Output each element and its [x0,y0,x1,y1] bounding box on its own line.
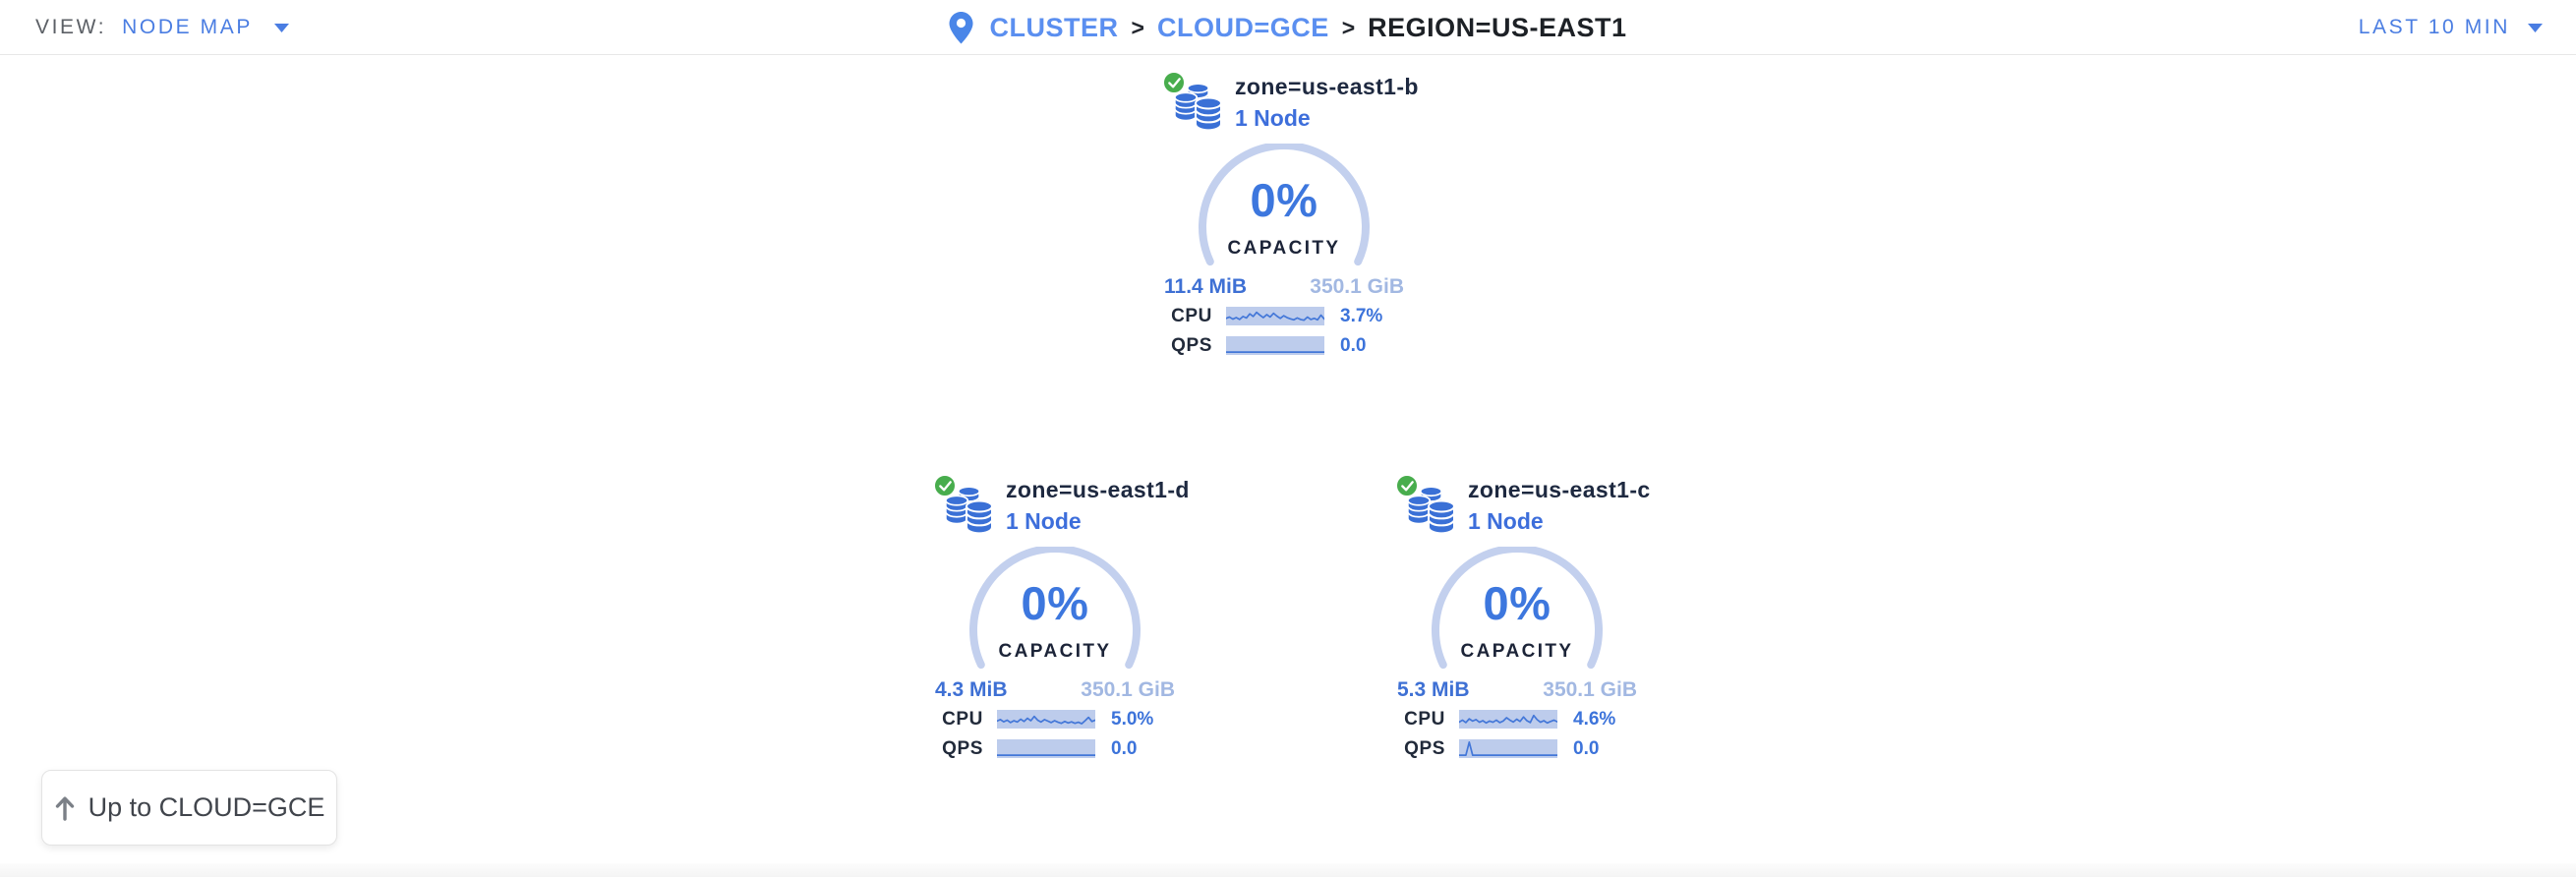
capacity-values: 11.4 MiB 350.1 GiB [1164,275,1404,299]
capacity-label: CAPACITY [1460,641,1574,662]
cpu-sparkline [1459,710,1557,729]
cpu-metric-row: CPU 3.7% [1117,305,1451,326]
qps-metric-row: QPS 0.0 [888,737,1222,759]
capacity-used: 5.3 MiB [1397,678,1470,701]
zone-name[interactable]: zone=us-east1-d [1006,476,1190,502]
breadcrumb-separator: > [1131,14,1144,40]
zone-icon [1162,71,1225,132]
zone-titles: zone=us-east1-b 1 Node [1235,74,1419,132]
zone-card-header: zone=us-east1-b 1 Node [1162,61,1451,144]
capacity-label: CAPACITY [998,641,1112,662]
cpu-label: CPU [1404,708,1445,730]
breadcrumb-region-current: REGION=US-EAST1 [1368,12,1627,42]
qps-sparkline [997,739,1095,758]
time-range-value: LAST 10 MIN [2358,16,2510,38]
cpu-metric-row: CPU 5.0% [888,708,1222,730]
zone-icon [933,474,996,535]
qps-label: QPS [1171,334,1212,356]
breadcrumb-separator: > [1341,14,1356,40]
qps-value: 0.0 [1573,737,1600,759]
capacity-label: CAPACITY [1227,238,1341,259]
zone-card-header: zone=us-east1-c 1 Node [1395,464,1684,547]
chevron-down-icon [273,23,289,32]
capacity-total: 350.1 GiB [1543,678,1637,701]
zone-node-count[interactable]: 1 Node [1468,507,1544,534]
cpu-value: 4.6% [1573,708,1616,730]
capacity-gauge: 0% CAPACITY [1424,547,1610,674]
zone-node-count[interactable]: 1 Node [1235,104,1311,131]
arrow-up-icon [55,796,74,821]
capacity-total: 350.1 GiB [1310,275,1404,298]
breadcrumb-cloud-link[interactable]: CLOUD=GCE [1156,12,1329,42]
capacity-percent: 0% [1250,174,1318,226]
cpu-metric-row: CPU 4.6% [1350,708,1684,730]
cpu-value: 3.7% [1340,305,1383,326]
zone-node-count[interactable]: 1 Node [1006,507,1082,534]
capacity-total: 350.1 GiB [1081,678,1175,701]
qps-sparkline [1459,739,1557,758]
capacity-values: 5.3 MiB 350.1 GiB [1397,678,1637,702]
capacity-gauge: 0% CAPACITY [962,547,1148,674]
capacity-ring-icon [1199,144,1370,266]
capacity-used: 11.4 MiB [1164,275,1248,298]
qps-value: 0.0 [1340,334,1367,356]
zone-card-us-east1-c[interactable]: zone=us-east1-c 1 Node 0% CAPACITY 5.3 M… [1350,464,1684,759]
cpu-label: CPU [942,708,983,730]
view-label: VIEW: [35,16,107,38]
capacity-gauge: 0% CAPACITY [1191,144,1377,271]
zone-icon [1395,474,1458,535]
up-button-label: Up to CLOUD=GCE [88,792,325,822]
breadcrumb-cluster-link[interactable]: CLUSTER [989,12,1119,42]
qps-sparkline [1226,336,1324,355]
cpu-sparkline [1226,307,1324,325]
view-value[interactable]: NODE MAP [122,16,253,38]
cpu-label: CPU [1171,305,1212,326]
capacity-used: 4.3 MiB [935,678,1008,701]
zone-name[interactable]: zone=us-east1-c [1468,476,1651,502]
view-selector-dropdown[interactable]: VIEW: NODE MAP [35,0,289,55]
zone-card-header: zone=us-east1-d 1 Node [933,464,1222,547]
healthy-check-icon [1162,71,1186,94]
qps-label: QPS [942,737,983,759]
capacity-values: 4.3 MiB 350.1 GiB [935,678,1175,702]
capacity-ring-icon [969,547,1141,670]
zone-titles: zone=us-east1-c 1 Node [1468,477,1651,535]
breadcrumb: CLUSTER > CLOUD=GCE > REGION=US-EAST1 [949,0,1627,55]
up-to-parent-button[interactable]: Up to CLOUD=GCE [41,770,337,846]
qps-metric-row: QPS 0.0 [1117,334,1451,356]
healthy-check-icon [1395,474,1419,497]
zone-titles: zone=us-east1-d 1 Node [1006,477,1190,535]
location-pin-icon [949,11,973,43]
node-map-area: zone=us-east1-b 1 Node 0% CAPACITY 11.4 … [0,56,2576,877]
capacity-percent: 0% [1021,577,1089,629]
zone-card-us-east1-d[interactable]: zone=us-east1-d 1 Node 0% CAPACITY 4.3 M… [888,464,1222,759]
qps-label: QPS [1404,737,1445,759]
qps-metric-row: QPS 0.0 [1350,737,1684,759]
cpu-sparkline [997,710,1095,729]
qps-value: 0.0 [1111,737,1138,759]
healthy-check-icon [933,474,957,497]
header-bar: VIEW: NODE MAP CLUSTER > CLOUD=GCE > REG… [0,0,2576,55]
capacity-percent: 0% [1483,577,1551,629]
zone-name[interactable]: zone=us-east1-b [1235,73,1419,99]
cpu-value: 5.0% [1111,708,1154,730]
bottom-edge-shade [0,863,2576,877]
chevron-down-icon [2528,23,2543,32]
capacity-ring-icon [1432,547,1603,670]
time-range-selector[interactable]: LAST 10 MIN [2359,0,2543,55]
zone-card-us-east1-b[interactable]: zone=us-east1-b 1 Node 0% CAPACITY 11.4 … [1117,61,1451,356]
